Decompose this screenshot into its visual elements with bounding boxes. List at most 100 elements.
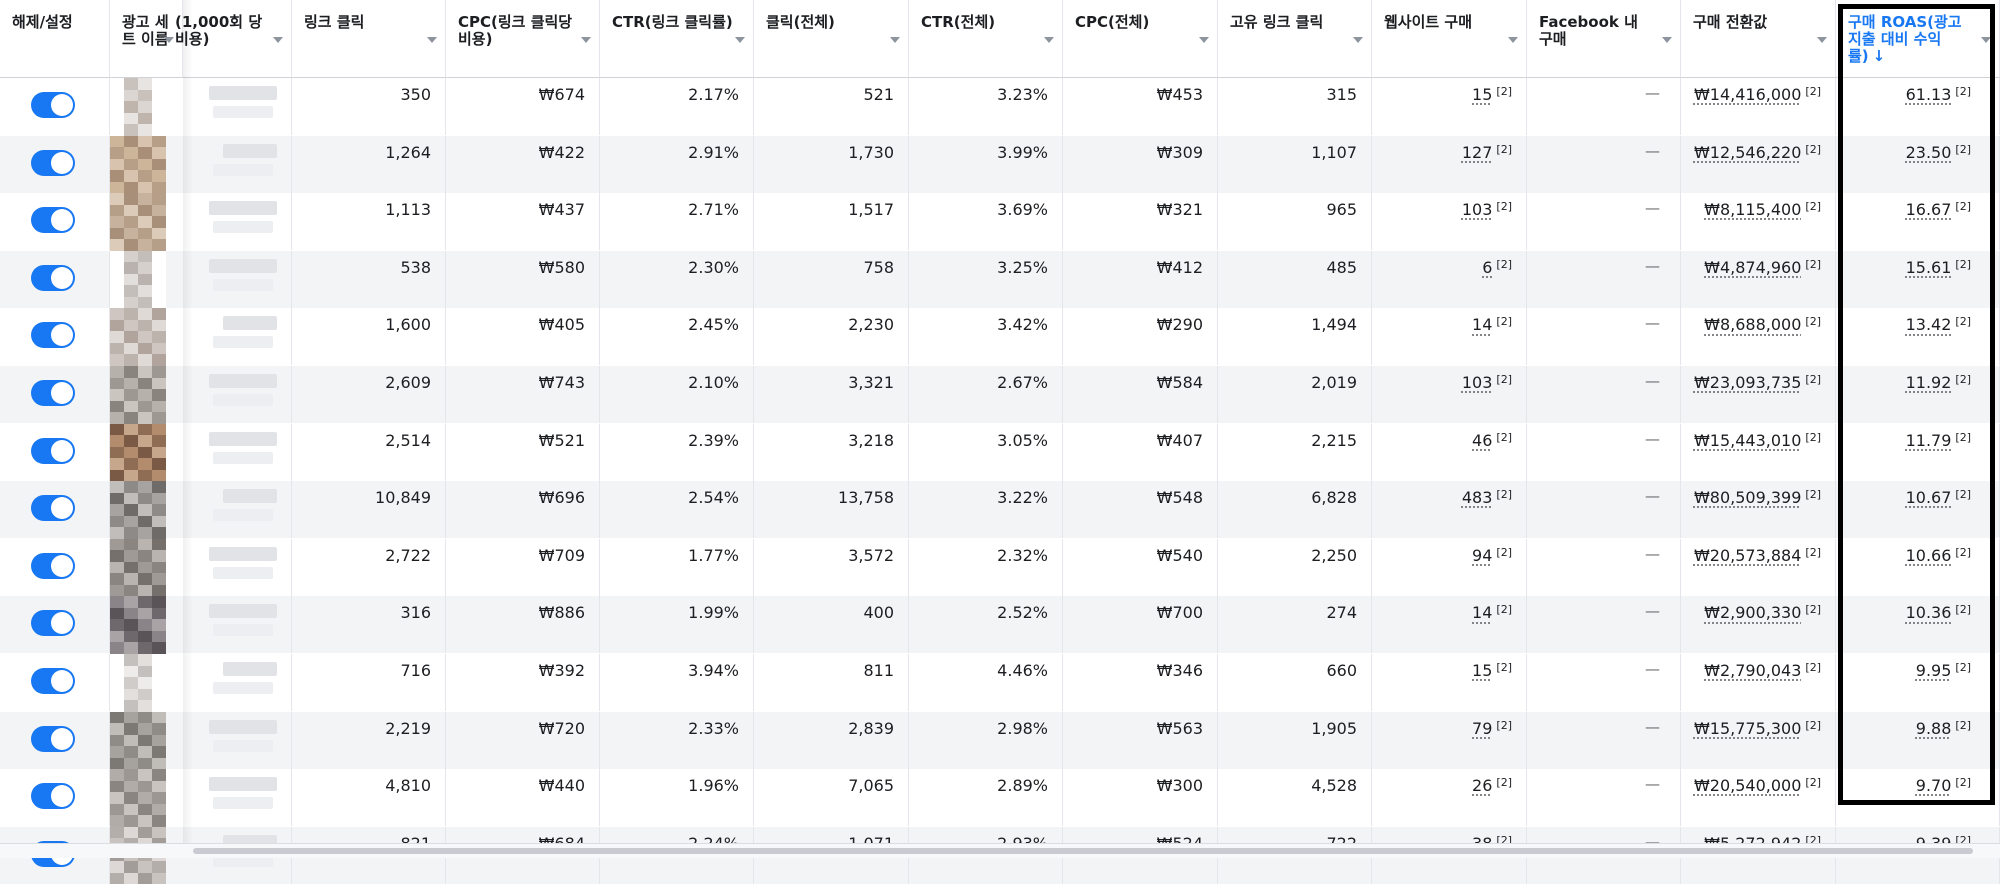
chevron-down-icon[interactable] — [1353, 37, 1363, 43]
footnote-marker[interactable]: [2] — [1955, 719, 1971, 732]
footnote-marker[interactable]: [2] — [1955, 258, 1971, 271]
scrollbar-thumb[interactable] — [193, 848, 1973, 854]
cell-value[interactable]: ₩4,874,960 — [1704, 258, 1801, 277]
adset-toggle[interactable] — [31, 726, 75, 752]
adset-thumbnail[interactable] — [110, 712, 166, 769]
cell-value[interactable]: 483 — [1462, 488, 1493, 507]
table-row[interactable]: 350 ₩674 2.17% 521 3.23% ₩453 315 15 [2] ₩14,416,… — [0, 78, 2000, 135]
footnote-marker[interactable]: [2] — [1496, 315, 1512, 328]
footnote-marker[interactable]: [2] — [1805, 603, 1821, 616]
cell-value[interactable]: 15.61 — [1906, 258, 1952, 277]
adset-thumbnail[interactable] — [110, 193, 166, 250]
cell-value[interactable]: 127 — [1462, 143, 1493, 162]
cell-value[interactable]: ₩2,790,043 — [1704, 661, 1801, 680]
footnote-marker[interactable]: [2] — [1496, 143, 1512, 156]
footnote-marker[interactable]: [2] — [1955, 488, 1971, 501]
footnote-marker[interactable]: [2] — [1805, 488, 1821, 501]
adset-thumbnail[interactable] — [110, 251, 166, 308]
sort-desc-icon[interactable]: ↓ — [1873, 47, 1886, 65]
adset-toggle[interactable] — [31, 150, 75, 176]
footnote-marker[interactable]: [2] — [1805, 546, 1821, 559]
column-header-purchase_value[interactable]: 구매 전환값 — [1681, 0, 1836, 78]
cell-value[interactable]: 9.88 — [1916, 719, 1952, 738]
chevron-down-icon[interactable] — [581, 37, 591, 43]
adset-toggle[interactable] — [31, 322, 75, 348]
cell-value[interactable]: ₩20,540,000 — [1694, 776, 1801, 795]
adset-toggle[interactable] — [31, 380, 75, 406]
footnote-marker[interactable]: [2] — [1955, 200, 1971, 213]
footnote-marker[interactable]: [2] — [1805, 200, 1821, 213]
footnote-marker[interactable]: [2] — [1496, 776, 1512, 789]
cell-value[interactable]: ₩8,688,000 — [1704, 315, 1801, 334]
chevron-down-icon[interactable] — [1817, 37, 1827, 43]
footnote-marker[interactable]: [2] — [1955, 143, 1971, 156]
horizontal-scrollbar[interactable] — [0, 843, 2000, 858]
cell-value[interactable]: ₩15,443,010 — [1694, 431, 1801, 450]
table-row[interactable]: 2,219 ₩720 2.33% 2,839 2.98% ₩563 1,905 79 [2] ₩1… — [0, 712, 2000, 769]
column-header-link_clicks[interactable]: 링크 클릭 — [292, 0, 446, 78]
cell-value[interactable]: 61.13 — [1906, 85, 1952, 104]
chevron-down-icon[interactable] — [890, 37, 900, 43]
cell-value[interactable]: 26 — [1472, 776, 1492, 795]
column-header-web_purchases[interactable]: 웹사이트 구매 — [1372, 0, 1527, 78]
chevron-down-icon[interactable] — [427, 37, 437, 43]
adset-thumbnail[interactable] — [110, 308, 166, 365]
cell-value[interactable]: ₩15,775,300 — [1694, 719, 1801, 738]
table-row[interactable]: 2,722 ₩709 1.77% 3,572 2.32% ₩540 2,250 94 [2] ₩2… — [0, 539, 2000, 596]
footnote-marker[interactable]: [2] — [1805, 719, 1821, 732]
footnote-marker[interactable]: [2] — [1805, 431, 1821, 444]
table-row[interactable]: 1,600 ₩405 2.45% 2,230 3.42% ₩290 1,494 14 [2] ₩8… — [0, 308, 2000, 365]
cell-value[interactable]: 10.67 — [1906, 488, 1952, 507]
table-row[interactable]: 1,113 ₩437 2.71% 1,517 3.69% ₩321 965 103 [2] ₩8,… — [0, 193, 2000, 250]
column-header-roas[interactable]: 구매 ROAS(광고 지출 대비 수익률) ↓ — [1836, 0, 2000, 78]
adset-thumbnail[interactable] — [110, 424, 166, 481]
cell-value[interactable]: 13.42 — [1906, 315, 1952, 334]
cell-value[interactable]: 103 — [1462, 200, 1493, 219]
adset-thumbnail[interactable] — [110, 539, 166, 596]
column-header-fb_purchases[interactable]: Facebook 내 구매 — [1527, 0, 1681, 78]
column-header-cpc_all[interactable]: CPC(전체) — [1063, 0, 1218, 78]
table-row[interactable]: 10,849 ₩696 2.54% 13,758 3.22% ₩548 6,828 483 [2… — [0, 481, 2000, 538]
cell-value[interactable]: 14 — [1472, 603, 1492, 622]
cell-value[interactable]: 10.36 — [1906, 603, 1952, 622]
cell-value[interactable]: ₩2,900,330 — [1704, 603, 1801, 622]
cell-value[interactable]: ₩23,093,735 — [1694, 373, 1801, 392]
cell-value[interactable]: 103 — [1462, 373, 1493, 392]
cell-value[interactable]: 10.66 — [1906, 546, 1952, 565]
footnote-marker[interactable]: [2] — [1496, 431, 1512, 444]
footnote-marker[interactable]: [2] — [1496, 546, 1512, 559]
chevron-down-icon[interactable] — [1981, 37, 1991, 43]
footnote-marker[interactable]: [2] — [1955, 431, 1971, 444]
adset-toggle[interactable] — [31, 92, 75, 118]
cell-value[interactable]: ₩80,509,399 — [1694, 488, 1801, 507]
footnote-marker[interactable]: [2] — [1496, 488, 1512, 501]
table-row[interactable]: 4,810 ₩440 1.96% 7,065 2.89% ₩300 4,528 26 [2] ₩2… — [0, 769, 2000, 826]
footnote-marker[interactable]: [2] — [1496, 603, 1512, 616]
cell-value[interactable]: 9.70 — [1916, 776, 1952, 795]
chevron-down-icon[interactable] — [164, 37, 174, 43]
column-header-ctr_all[interactable]: CTR(전체) — [909, 0, 1063, 78]
table-row[interactable]: 716 ₩392 3.94% 811 4.46% ₩346 660 15 [2] ₩2,790,0… — [0, 654, 2000, 711]
chevron-down-icon[interactable] — [273, 37, 283, 43]
footnote-marker[interactable]: [2] — [1496, 200, 1512, 213]
adset-toggle[interactable] — [31, 207, 75, 233]
table-row[interactable]: 1,264 ₩422 2.91% 1,730 3.99% ₩309 1,107 127 [2] ₩… — [0, 136, 2000, 193]
table-row[interactable]: 538 ₩580 2.30% 758 3.25% ₩412 485 6 [2] ₩4,874,96… — [0, 251, 2000, 308]
adset-thumbnail[interactable] — [110, 654, 166, 711]
chevron-down-icon[interactable] — [1662, 37, 1672, 43]
adset-thumbnail[interactable] — [110, 596, 166, 653]
chevron-down-icon[interactable] — [1044, 37, 1054, 43]
chevron-down-icon[interactable] — [735, 37, 745, 43]
cell-value[interactable]: ₩12,546,220 — [1694, 143, 1801, 162]
adset-thumbnail[interactable] — [110, 366, 166, 423]
cell-value[interactable]: 9.95 — [1916, 661, 1952, 680]
adset-thumbnail[interactable] — [110, 136, 166, 193]
cell-value[interactable]: 23.50 — [1906, 143, 1952, 162]
footnote-marker[interactable]: [2] — [1955, 315, 1971, 328]
column-header-toggle[interactable]: 해제/설정 — [0, 0, 110, 78]
cell-value[interactable]: 79 — [1472, 719, 1492, 738]
footnote-marker[interactable]: [2] — [1496, 85, 1512, 98]
footnote-marker[interactable]: [2] — [1805, 315, 1821, 328]
table-row[interactable]: 2,514 ₩521 2.39% 3,218 3.05% ₩407 2,215 46 [2] ₩1… — [0, 424, 2000, 481]
table-row[interactable]: 316 ₩886 1.99% 400 2.52% ₩700 274 14 [2] ₩2,900,3… — [0, 596, 2000, 653]
